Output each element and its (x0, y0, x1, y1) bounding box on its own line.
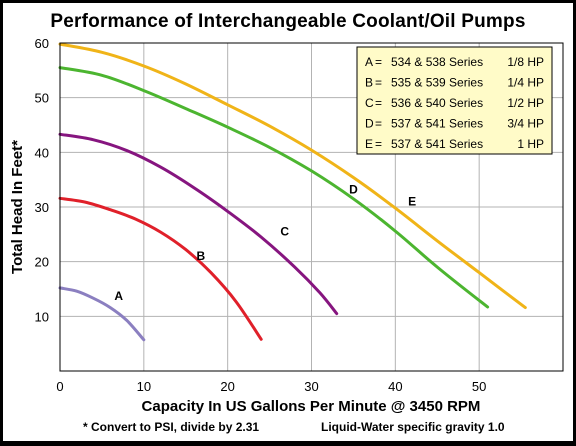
legend-box (356, 46, 553, 155)
y-tick-label: 10 (35, 309, 49, 324)
legend-row-a: A = 534 & 538 Series 1/8 HP (365, 55, 544, 69)
legend-series-text: 536 & 540 Series (391, 96, 483, 110)
y-tick-label: 40 (35, 145, 49, 160)
legend-equals: = (375, 117, 382, 131)
series-line-a (58, 286, 146, 342)
legend-series-text: 537 & 541 Series (391, 117, 483, 131)
curve-label-b: B (197, 249, 206, 263)
legend-series-key: D (365, 117, 374, 131)
x-tick-label: 20 (220, 379, 234, 394)
series-layer (58, 42, 527, 342)
x-tick-label: 50 (472, 379, 486, 394)
legend-row-d: D = 537 & 541 Series 3/4 HP (365, 117, 544, 131)
x-tick-label: 30 (304, 379, 318, 394)
legend-row-e: E = 537 & 541 Series 1 HP (365, 137, 544, 151)
plot-border (59, 42, 564, 372)
pump-performance-chart: Performance of Interchangeable Coolant/O… (9, 11, 564, 434)
legend-hp: 1/4 HP (507, 76, 544, 90)
curve-label-c: C (280, 224, 289, 238)
y-tick-label: 20 (35, 255, 49, 270)
legend-series-text: 535 & 539 Series (391, 76, 483, 90)
legend-hp: 1/2 HP (507, 96, 544, 110)
series-line-b (58, 196, 263, 341)
specific-gravity-note: Liquid-Water specific gravity 1.0 (321, 420, 505, 434)
psi-conversion-note: * Convert to PSI, divide by 2.31 (83, 420, 259, 434)
series-line-e (58, 42, 527, 310)
series-line-c (58, 132, 339, 316)
legend-row-c: C = 536 & 540 Series 1/2 HP (365, 96, 544, 110)
legend: A = 534 & 538 Series 1/8 HP B = 535 & 539 Se… (356, 46, 553, 155)
legend-equals: = (375, 96, 382, 110)
legend-hp: 3/4 HP (507, 117, 544, 131)
y-tick-label: 50 (35, 91, 49, 106)
legend-equals: = (375, 76, 382, 90)
y-tick-label: 60 (35, 36, 49, 51)
legend-series-key: E (365, 137, 373, 151)
curve-label-a: A (114, 289, 123, 303)
x-axis-ticks: 0 10 20 30 40 50 (56, 379, 486, 394)
legend-rows: A = 534 & 538 Series 1/8 HP B = 535 & 539 Se… (365, 55, 544, 151)
legend-equals: = (375, 55, 382, 69)
series-line-d (58, 66, 490, 309)
curve-labels: A B C D E (114, 182, 416, 303)
legend-series-text: 537 & 541 Series (391, 137, 483, 151)
x-tick-label: 40 (388, 379, 402, 394)
legend-series-key: A (365, 55, 373, 69)
y-axis-title: Total Head In Feet* (9, 140, 26, 274)
curve-label-e: E (408, 194, 416, 208)
curve-label-d: D (349, 182, 358, 196)
legend-hp: 1/8 HP (507, 55, 544, 69)
chart-title: Performance of Interchangeable Coolant/O… (50, 11, 525, 32)
y-axis-ticks: 10 20 30 40 50 60 (35, 36, 49, 324)
legend-series-key: B (365, 76, 373, 90)
y-tick-label: 30 (35, 200, 49, 215)
legend-equals: = (375, 137, 382, 151)
legend-hp: 1 HP (517, 137, 544, 151)
legend-series-text: 534 & 538 Series (391, 55, 483, 69)
x-tick-label: 10 (137, 379, 151, 394)
x-tick-label: 0 (56, 379, 63, 394)
legend-row-b: B = 535 & 539 Series 1/4 HP (365, 76, 544, 90)
x-axis-title: Capacity In US Gallons Per Minute @ 3450… (142, 398, 481, 415)
legend-series-key: C (365, 96, 374, 110)
